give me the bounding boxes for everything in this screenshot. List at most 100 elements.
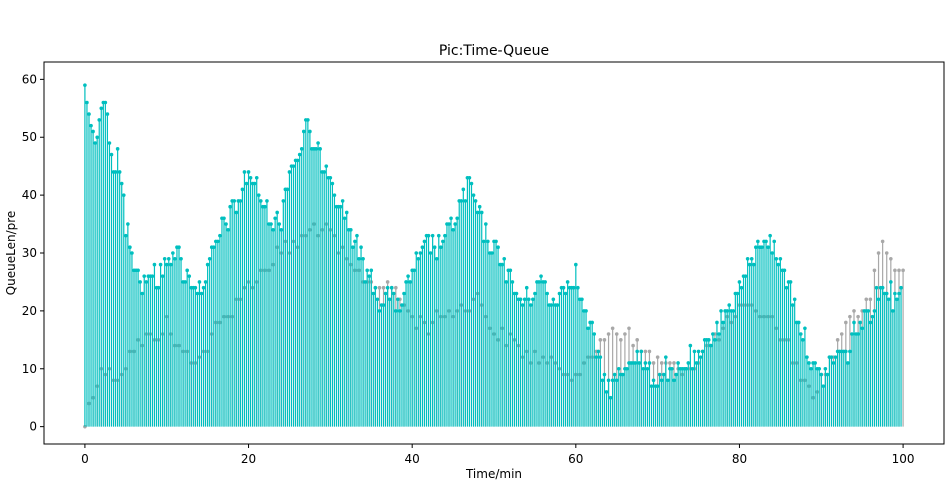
primary-marker (316, 141, 320, 145)
primary-marker (467, 175, 472, 180)
primary-marker (254, 175, 259, 180)
primary-marker (402, 291, 406, 296)
secondary-marker (623, 332, 627, 336)
y-tick-label: 10 (22, 362, 37, 376)
primary-marker (884, 291, 889, 296)
y-tick-label: 20 (22, 304, 37, 318)
primary-marker (508, 268, 513, 273)
primary-marker (747, 262, 752, 267)
primary-marker (166, 256, 171, 261)
primary-marker (604, 390, 609, 394)
primary-marker (715, 320, 719, 325)
primary-marker (545, 291, 549, 296)
primary-marker (805, 355, 809, 359)
primary-marker (115, 147, 120, 151)
primary-marker (338, 204, 343, 209)
primary-marker (764, 239, 768, 244)
primary-marker (240, 187, 245, 192)
primary-marker (197, 280, 202, 284)
primary-marker (870, 314, 875, 319)
primary-marker (518, 297, 523, 302)
primary-marker (672, 378, 676, 383)
primary-marker (299, 147, 304, 151)
secondary-marker (394, 285, 398, 290)
primary-marker (361, 256, 365, 261)
primary-marker (324, 164, 329, 168)
primary-marker (203, 280, 208, 284)
primary-marker (381, 303, 386, 307)
primary-marker (414, 251, 419, 255)
primary-marker (772, 239, 777, 244)
primary-marker (754, 245, 758, 250)
primary-marker (363, 280, 367, 284)
primary-marker (222, 216, 226, 221)
primary-marker (351, 245, 355, 250)
primary-marker (641, 366, 646, 371)
primary-marker (430, 233, 435, 238)
primary-marker (455, 216, 459, 221)
secondary-marker (893, 268, 897, 273)
primary-marker (205, 262, 210, 267)
primary-marker (232, 199, 237, 203)
x-tick-label: 0 (81, 452, 89, 466)
secondary-marker (659, 361, 664, 365)
primary-marker (709, 343, 713, 348)
primary-marker (551, 297, 556, 302)
primary-marker (322, 170, 327, 174)
primary-marker (790, 303, 795, 307)
y-tick-label: 50 (22, 130, 37, 144)
primary-marker (639, 349, 644, 354)
primary-marker (412, 268, 417, 273)
primary-marker (332, 193, 337, 197)
primary-marker (778, 256, 783, 261)
primary-marker (248, 175, 253, 180)
x-tick-label: 40 (405, 452, 420, 466)
primary-marker (404, 280, 408, 284)
primary-marker (858, 320, 862, 325)
primary-marker (140, 291, 144, 296)
primary-marker (600, 378, 605, 383)
primary-marker (295, 158, 300, 163)
secondary-marker (385, 280, 390, 284)
primary-marker (422, 239, 427, 244)
primary-marker (400, 303, 404, 307)
primary-marker (533, 291, 537, 296)
primary-marker (91, 129, 95, 134)
primary-marker (150, 274, 155, 278)
primary-marker (598, 355, 603, 359)
primary-marker (584, 309, 588, 313)
primary-marker (244, 181, 249, 186)
primary-marker (889, 280, 893, 284)
primary-marker (389, 285, 394, 290)
primary-marker (228, 204, 232, 209)
primary-marker (277, 222, 282, 226)
primary-marker (265, 199, 269, 203)
primary-marker (817, 366, 822, 371)
primary-marker (848, 349, 852, 354)
primary-marker (89, 123, 93, 128)
primary-marker (664, 355, 668, 359)
primary-marker (477, 204, 482, 209)
primary-marker (612, 372, 617, 377)
primary-marker (576, 285, 580, 290)
primary-marker (416, 256, 421, 261)
primary-marker (688, 343, 693, 348)
primary-marker (105, 112, 110, 116)
primary-marker (713, 338, 717, 342)
primary-marker (610, 378, 615, 383)
primary-marker (449, 216, 453, 221)
secondary-marker (643, 349, 648, 354)
primary-marker (162, 256, 167, 261)
primary-marker (580, 297, 584, 302)
primary-marker (756, 239, 760, 244)
primary-marker (156, 285, 161, 290)
primary-marker (207, 256, 212, 261)
primary-marker (306, 118, 310, 122)
secondary-marker (839, 332, 844, 336)
primary-marker (749, 256, 754, 261)
primary-marker (271, 228, 275, 232)
primary-marker (211, 245, 216, 250)
secondary-marker (835, 338, 840, 342)
primary-marker (365, 268, 369, 273)
primary-marker (500, 262, 504, 267)
